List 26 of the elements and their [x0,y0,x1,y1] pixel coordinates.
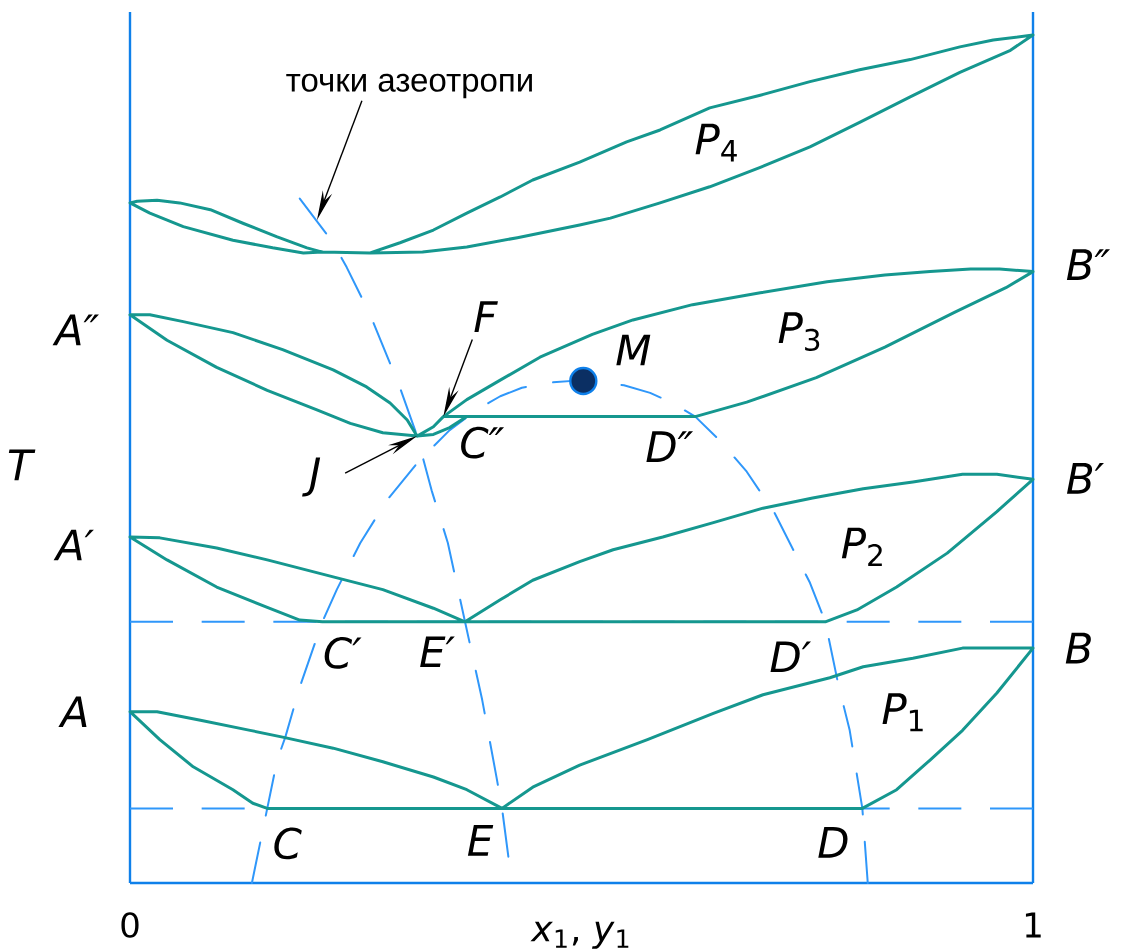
annotation: C [274,827,302,860]
annotation: J [302,457,321,497]
annotation: P$_{3}$ [778,312,820,351]
annotation: B″ [1066,249,1111,280]
annotation: P$_{1}$ [882,693,923,732]
annotation: A′ [53,529,94,561]
annotation: D [818,827,848,858]
annotation: E [467,825,494,856]
x-axis-title: x$_{1}$, y$_{1}$ [530,921,629,949]
annotation: D″ [646,431,694,462]
x-tick-label: 0 [121,912,139,938]
annotation: E′ [420,636,455,668]
annotation: B′ [1066,463,1104,494]
y-axis-title: T [8,449,36,481]
annotation: A [58,696,87,728]
annotation: C′ [324,636,362,669]
annotation: точки азеотропи [286,73,532,99]
annotation: A″ [52,314,99,346]
x-tick-label: 1 [1025,912,1041,938]
annotation: M [616,334,651,366]
annotation: F [474,301,498,332]
annotation: C″ [461,426,505,459]
annotation: P$_{4}$ [695,123,737,162]
annotation: P$_{2}$ [841,527,882,566]
annotation: D′ [770,641,811,673]
annotation: B [1065,632,1091,664]
